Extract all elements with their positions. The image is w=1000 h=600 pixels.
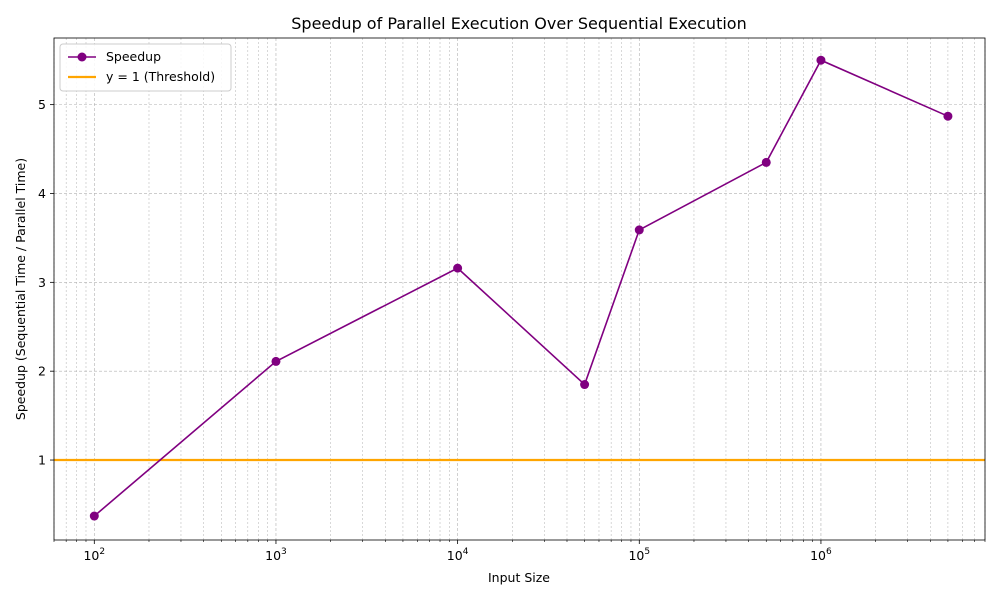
x-tick-label: 102: [83, 547, 105, 563]
x-tick-label: 103: [265, 547, 287, 563]
data-point-speedup: [634, 225, 644, 235]
y-axis-label: Speedup (Sequential Time / Parallel Time…: [13, 158, 28, 420]
data-point-speedup: [816, 55, 826, 65]
data-point-speedup: [943, 111, 953, 121]
data-point-speedup: [580, 380, 590, 390]
legend-box: [59, 43, 232, 92]
x-tick-label: 105: [628, 547, 650, 563]
y-tick-label: 4: [38, 186, 46, 201]
legend-speedup-marker-swatch: [77, 52, 87, 62]
x-axis-ticks: 102 103 104 105 106: [53, 540, 986, 563]
data-point-speedup: [761, 157, 771, 167]
legend-label-threshold: y = 1 (Threshold): [106, 69, 215, 84]
data-point-speedup: [271, 356, 281, 366]
legend: Speedup y = 1 (Threshold): [59, 43, 232, 92]
data-point-speedup: [453, 263, 463, 273]
data-point-speedup: [89, 511, 99, 521]
x-tick-label: 104: [447, 547, 469, 563]
y-tick-label: 2: [38, 364, 46, 379]
chart-title: Speedup of Parallel Execution Over Seque…: [291, 14, 746, 33]
y-axis-ticks: 1 2 3 4 5: [38, 97, 54, 468]
series-line-speedup: [93, 59, 949, 517]
y-tick-label: 5: [38, 97, 46, 112]
x-tick-label: 106: [810, 547, 832, 563]
plot-frame: [53, 37, 986, 541]
x-axis-label: Input Size: [488, 570, 550, 585]
y-tick-label: 3: [38, 275, 46, 290]
series-layer: [89, 55, 953, 521]
y-tick-label: 1: [38, 453, 46, 468]
legend-label-speedup: Speedup: [106, 49, 161, 64]
